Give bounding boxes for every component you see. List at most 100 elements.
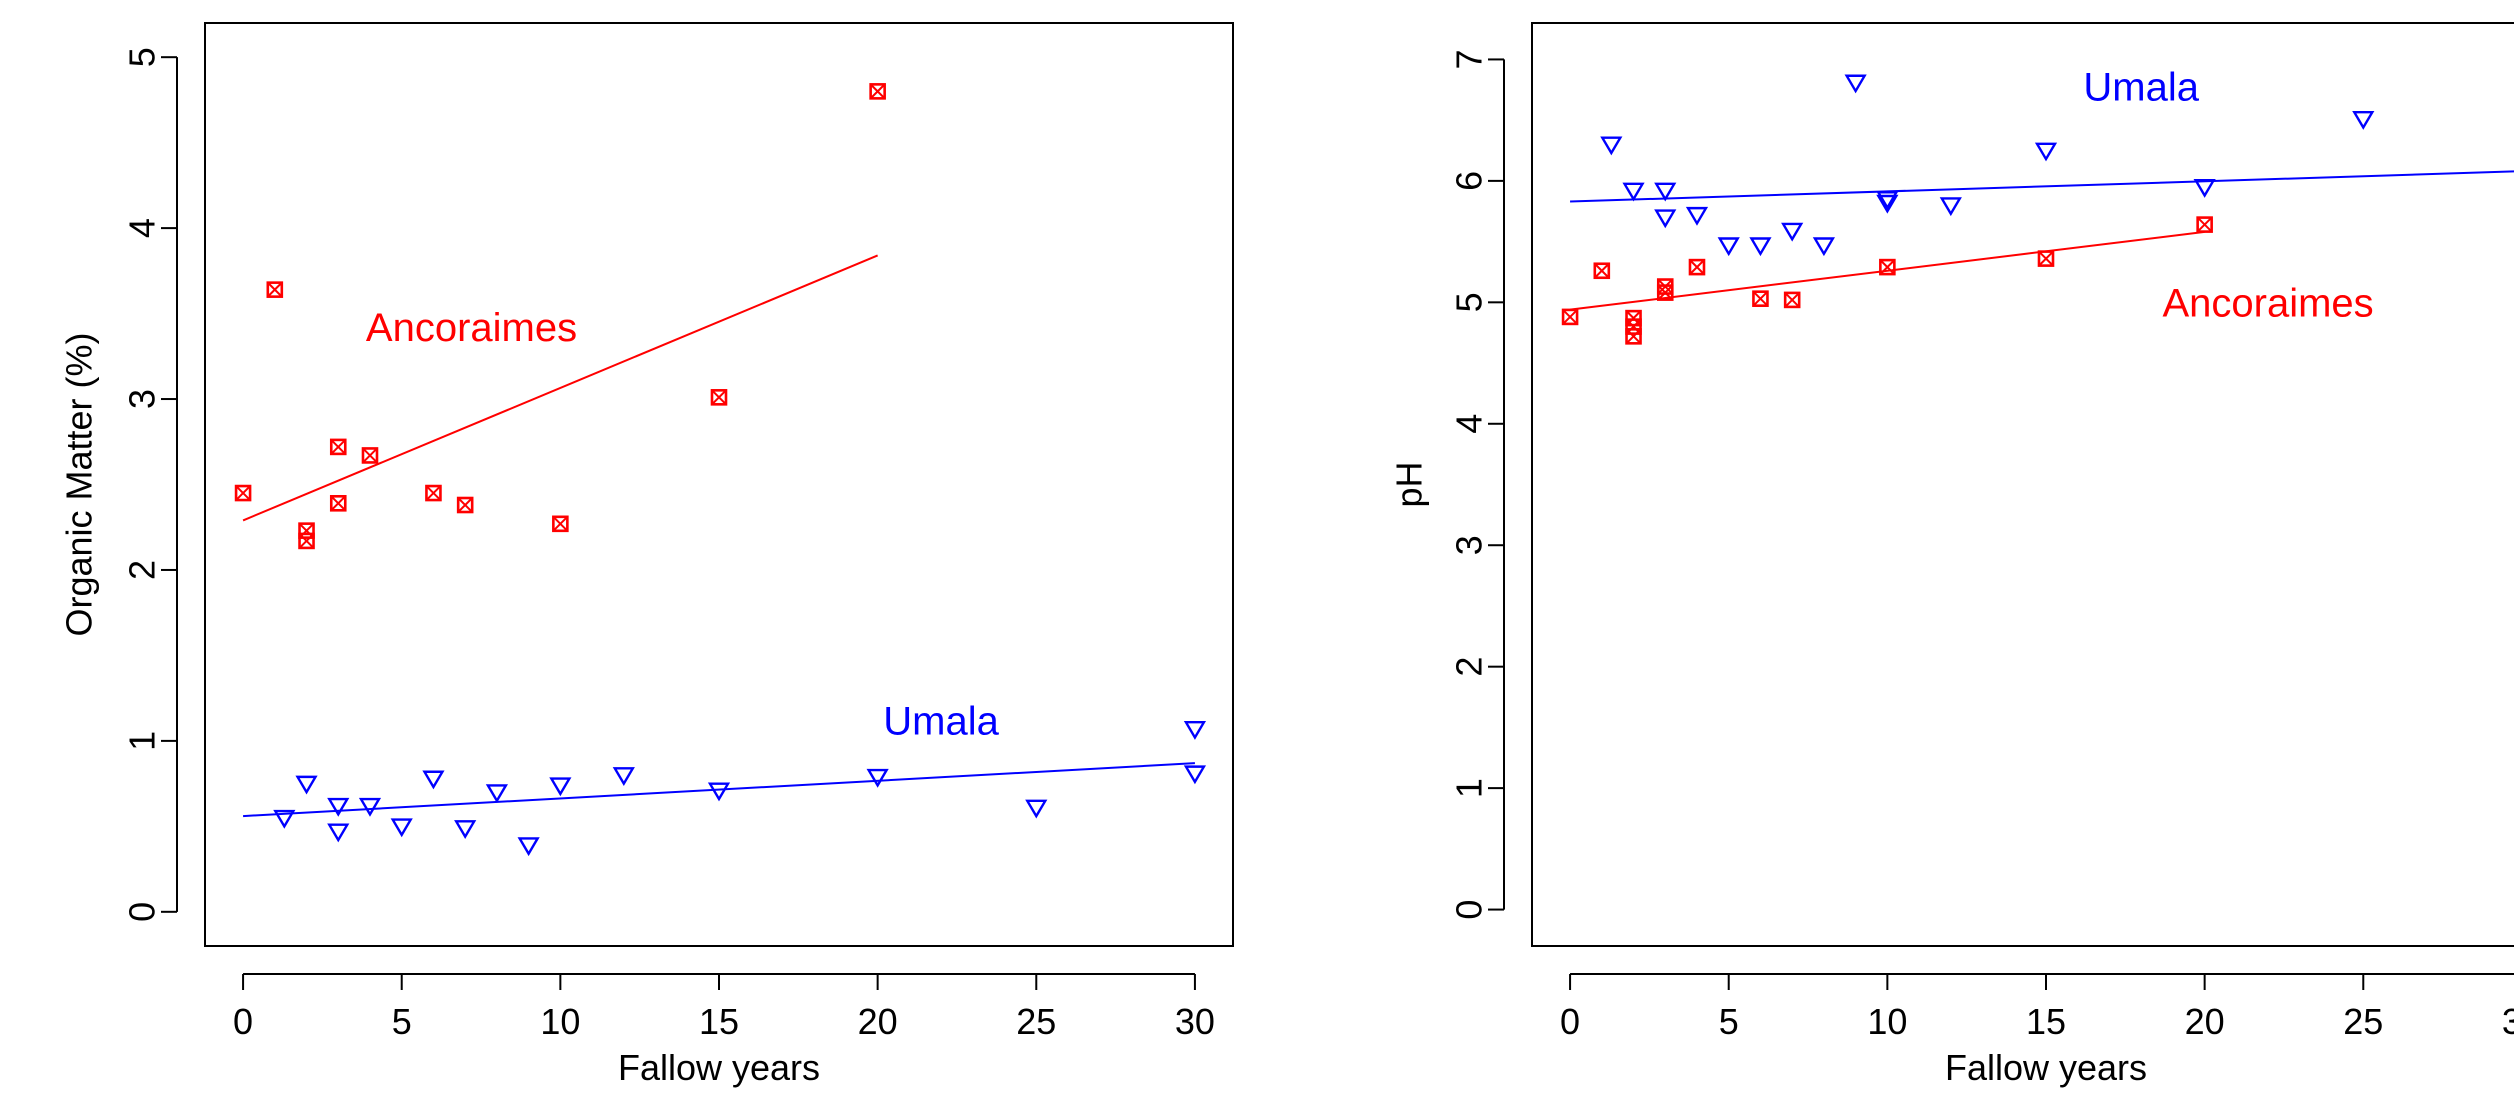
x-tick-label: 20 [2185,1001,2225,1042]
plot-frame [204,22,1234,947]
umala-point [454,820,477,839]
umala-point [1876,194,1899,214]
ancoraimes-point-box [1688,258,1706,276]
ancoraimes-point-box [1625,318,1642,335]
umala-series [243,720,1207,857]
ancoraimes-point-box [298,532,315,550]
ancoraimes-point-cross-b [1562,309,1578,325]
y-tick-label: 2 [1449,657,1490,677]
ancoraimes-point-box [425,484,442,502]
ancoraimes-point-cross-b [298,522,315,539]
ancoraimes-point-box [552,515,569,533]
ancoraimes-point-cross-b [330,495,346,512]
ancoraimes-point-box [1783,291,1801,309]
umala-trend-line [1570,170,2514,203]
ancoraimes-point-cross-b [1594,263,1610,279]
ancoraimes-point-box [361,447,379,464]
umala-point [517,837,540,857]
ancoraimes-point [456,496,474,514]
ancoraimes-point-box [710,389,728,406]
ancoraimes-point-cross-b [2196,216,2213,233]
umala-point [1717,237,1740,257]
ancoraimes-point [1752,290,1769,307]
ancoraimes-point-box [869,83,886,100]
ancoraimes-point-cross-b [1752,290,1769,307]
umala-point [485,784,508,804]
x-tick-label: 30 [2502,1001,2514,1042]
ancoraimes-point-cross-b [1879,259,1896,275]
umala-point [1600,136,1623,156]
ancoraimes-point [361,447,379,464]
x-tick-label: 5 [1719,1001,1739,1042]
y-tick-label: 1 [1449,778,1490,798]
ancoraimes-point [710,389,728,406]
ancoraimes-trend-line [242,254,879,522]
y-tick-label: 0 [1449,900,1490,920]
ancoraimes-point-box [1752,290,1769,307]
umala-point [358,797,382,817]
umala-point [2193,179,2216,198]
y-tick-label: 4 [1449,414,1490,434]
umala-point [2034,142,2058,162]
ancoraimes-point-box [2037,250,2055,267]
umala-point [1622,182,1645,202]
ancoraimes-point-cross-b [267,281,283,298]
umala-point [327,823,350,843]
ancoraimes-point-cross-b [362,447,378,464]
ancoraimes-point-box [456,496,474,514]
ancoraimes-point [1879,258,1896,276]
ancoraimes-point [329,438,347,456]
plot-frame [1531,22,2514,947]
y-tick-label: 3 [1449,535,1490,555]
ancoraimes-point-cross-b [2038,250,2054,267]
ancoraimes-trend-line [1569,230,2205,311]
umala-point [1685,206,1709,226]
umala-series [1570,74,2514,257]
x-tick-label: 20 [858,1001,898,1042]
ancoraimes-point [552,515,569,533]
umala-point [866,768,889,788]
y-tick-label: 6 [1449,171,1490,191]
umala-point [273,809,296,829]
ancoraimes-point-cross-b [1625,310,1642,326]
ancoraimes-point [1561,308,1579,326]
ancoraimes-point-box [1879,258,1896,276]
y-tick-label: 5 [122,47,163,67]
ancoraimes-point-cross-b [1784,292,1800,308]
umala-point [1654,209,1677,229]
y-tick-label: 1 [122,731,163,751]
ancoraimes-point-box [329,495,347,512]
x-axis-title: Fallow years [1945,1047,2147,1088]
ancoraimes-series [1561,216,2213,345]
umala-point [1781,222,1804,242]
ancoraimes-point-box [1656,278,1674,295]
ancoraimes-point [2196,216,2213,233]
ancoraimes-point [266,281,284,298]
umala-point [422,770,445,790]
umala-point [1183,765,1207,785]
ancoraimes-point-cross-b [1689,259,1705,275]
ancoraimes-point [425,484,442,502]
x-tick-label: 5 [392,1001,412,1042]
umala-point [612,767,635,786]
ancoraimes-series [234,83,886,550]
y-tick-label: 2 [122,560,163,580]
umala-label: Umala [883,699,999,743]
ancoraimes-point-box [266,281,284,298]
ancoraimes-point-cross-b [457,497,473,513]
y-axis-title: Organic Matter (%) [59,332,100,636]
umala-point [1939,197,1962,217]
y-tick-label: 4 [122,218,163,238]
ancoraimes-point-box [1593,262,1611,280]
ancoraimes-point [1593,262,1611,280]
ancoraimes-point-box [234,484,252,502]
umala-label: Umala [2083,65,2199,109]
umala-point [1812,237,1835,257]
y-tick-label: 3 [122,389,163,409]
ancoraimes-point-box [1625,309,1642,327]
x-axis-title: Fallow years [618,1047,820,1088]
x-tick-label: 25 [2343,1001,2383,1042]
x-tick-label: 10 [1867,1001,1907,1042]
ancoraimes-point [2037,250,2055,267]
